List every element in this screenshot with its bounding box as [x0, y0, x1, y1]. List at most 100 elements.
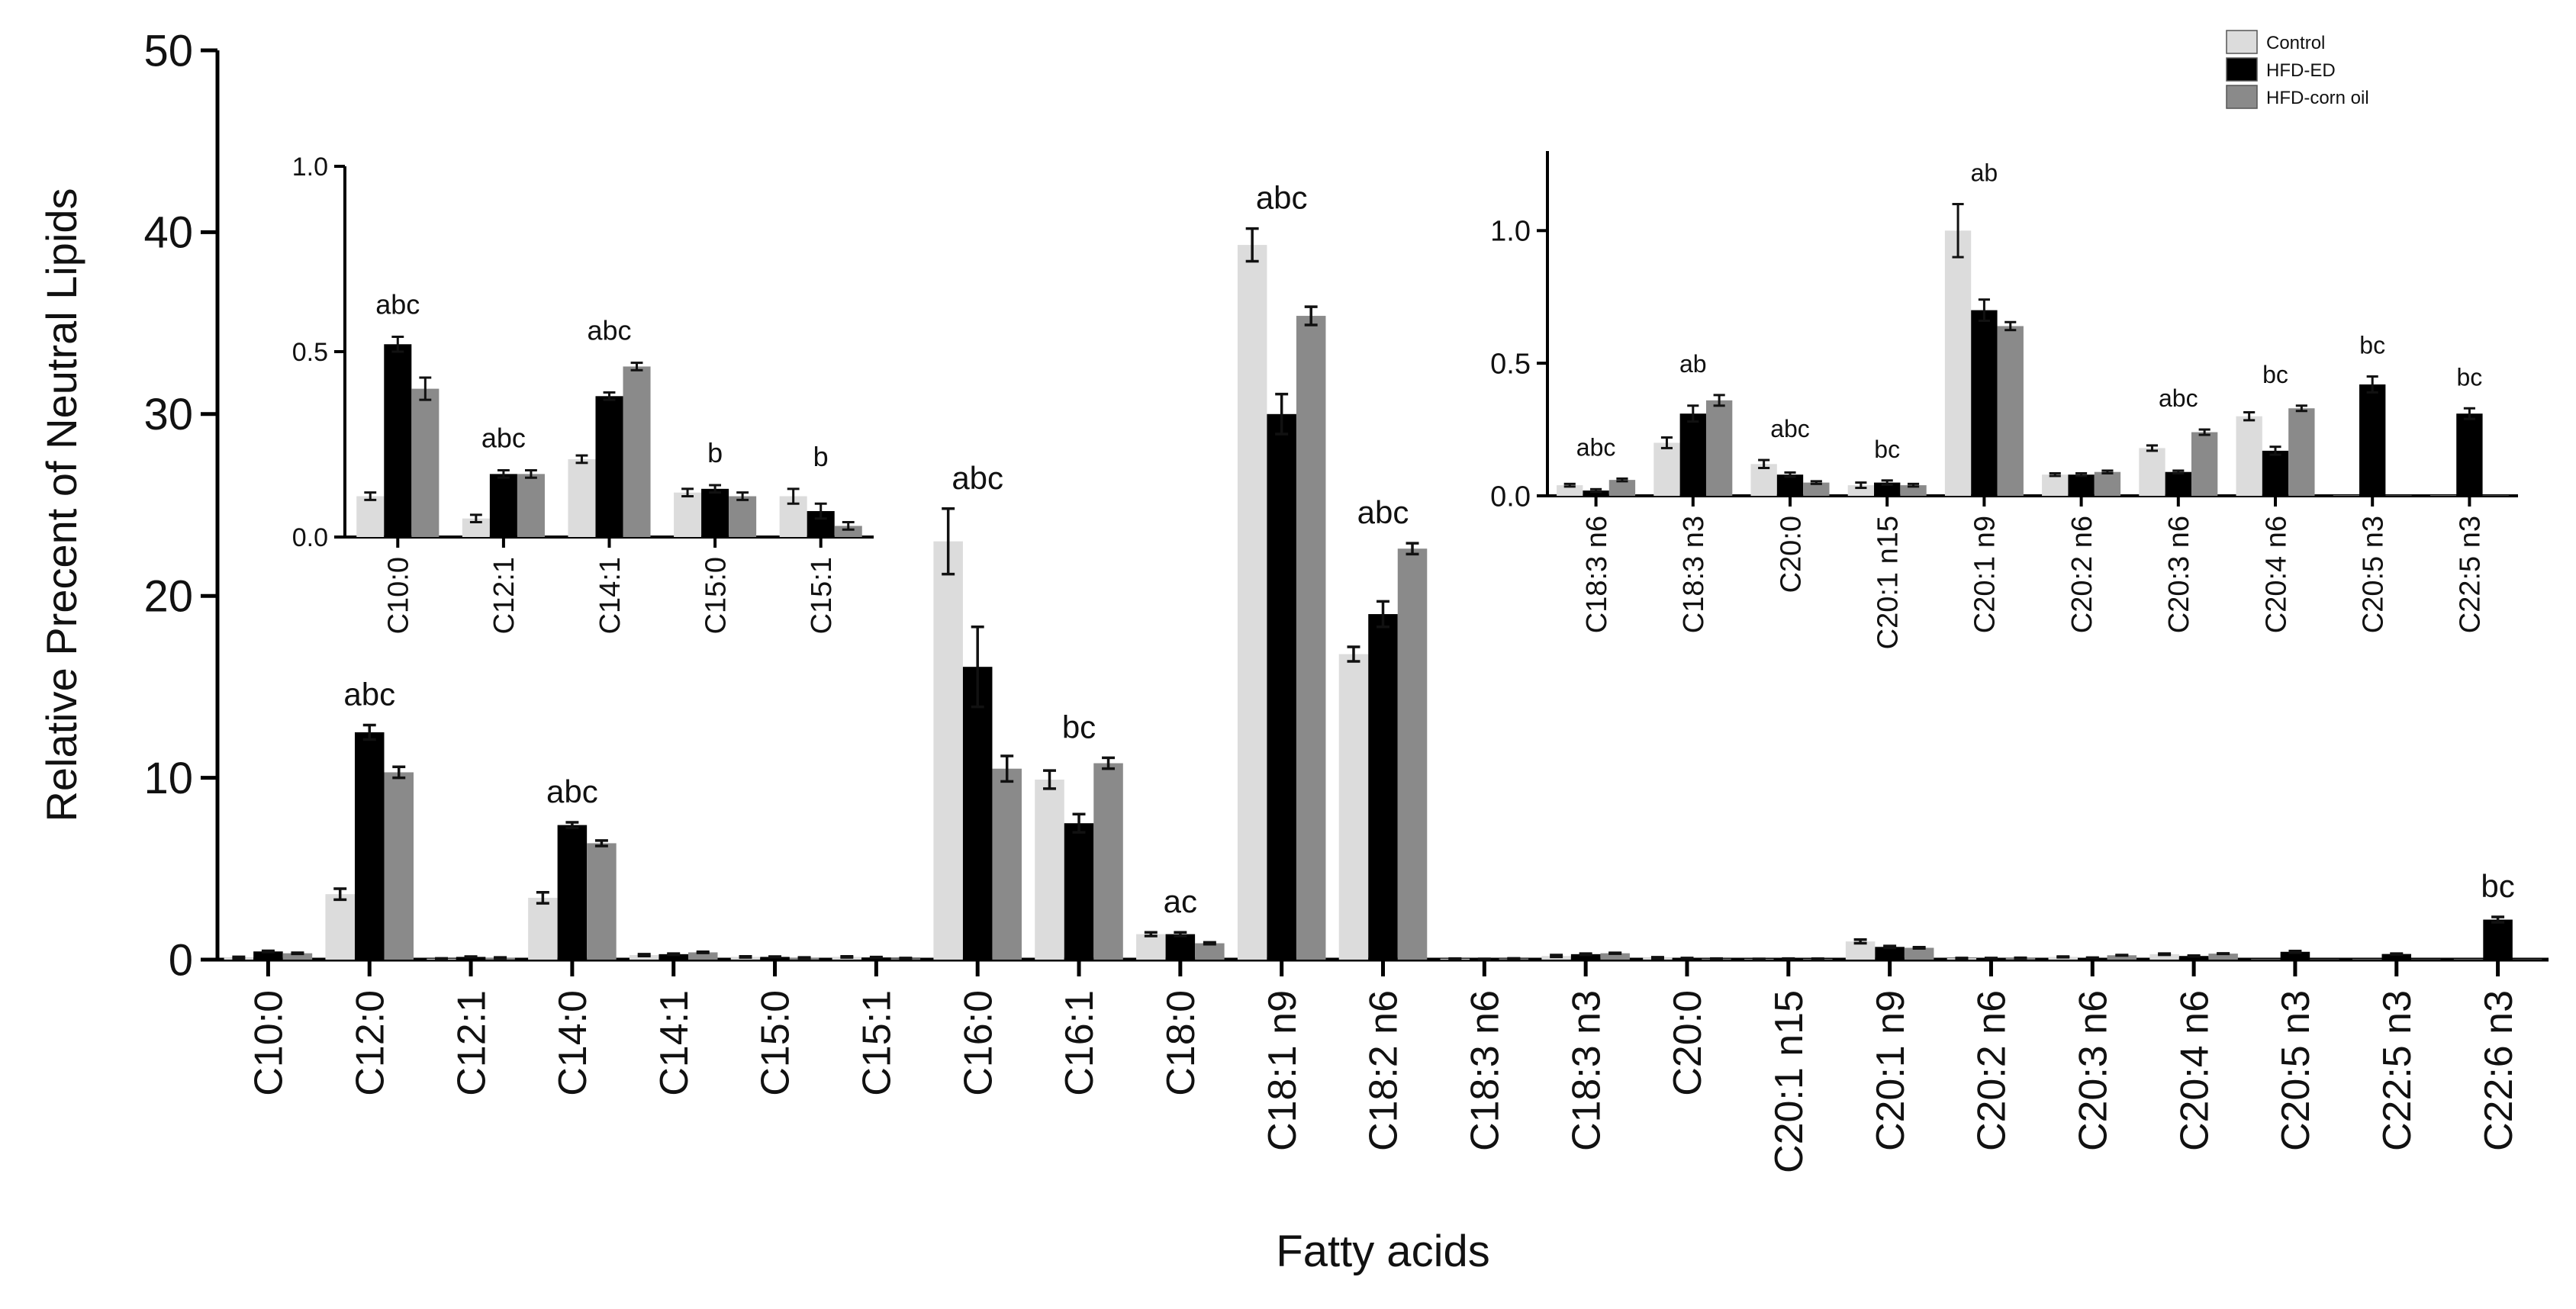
inset-right-significance-label: bc	[2359, 332, 2385, 359]
main-significance-label: ac	[1164, 883, 1197, 919]
inset-left-y-tick-label: 0.5	[292, 338, 328, 367]
main-significance-label: abc	[1256, 180, 1308, 216]
main-significance-label: abc	[546, 774, 598, 809]
inset-right-x-tick-label: C20:5 n3	[2358, 516, 2390, 633]
main-y-tick-label: 30	[143, 390, 193, 439]
inset-right-bar-control	[1944, 230, 1972, 496]
main-y-tick-label: 20	[143, 572, 193, 622]
main-bar-hfd-ed	[1064, 823, 1094, 960]
main-bar-hfd-ed	[1165, 934, 1196, 960]
main-bar-hfd-corn-oil	[2107, 955, 2137, 960]
inset-left-x-tick-label: C15:0	[700, 557, 732, 634]
inset-left-bar-hfd-corn-oil	[517, 474, 545, 537]
main-x-tick-label: C14:0	[551, 990, 595, 1096]
inset-right-y-tick-label: 0.5	[1490, 348, 1531, 380]
main-bar-hfd-corn-oil	[992, 768, 1022, 960]
inset-left-significance-label: abc	[375, 289, 420, 320]
main-bar-hfd-ed	[2280, 951, 2310, 960]
main-x-tick-label: C20:0	[1666, 990, 1710, 1096]
inset-left-bar-hfd-ed	[595, 396, 623, 537]
main-bar-hfd-corn-oil	[687, 952, 718, 960]
inset-left-significance-label: abc	[587, 315, 631, 346]
main-bar-hfd-ed	[2381, 954, 2412, 960]
main-x-tick-label: C14:1	[652, 990, 697, 1096]
main-bar-hfd-corn-oil	[1093, 763, 1123, 960]
main-x-tick-label: C15:1	[855, 990, 900, 1096]
inset-left-bar-hfd-corn-oil	[411, 388, 440, 537]
inset-left-y-tick-label: 1.0	[292, 153, 328, 182]
inset-right-bar-hfd-corn-oil	[2288, 408, 2315, 496]
inset-right-bar-hfd-corn-oil	[1803, 482, 1830, 496]
inset-right-bar-control	[1847, 485, 1875, 496]
main-x-tick-label: C20:1 n15	[1767, 990, 1811, 1173]
main-x-tick-label: C20:3 n6	[2071, 990, 2115, 1151]
inset-left-significance-label: b	[707, 437, 723, 468]
main-bar-hfd-ed	[962, 667, 993, 960]
inset-right-bar-control	[1750, 464, 1777, 496]
inset-right-bar-control	[2429, 495, 2457, 496]
inset-right-bar-hfd-corn-oil	[2094, 471, 2121, 496]
main-y-tick-label: 0	[169, 935, 193, 985]
inset-right-bar-hfd-corn-oil	[1705, 400, 1733, 496]
main-bar-hfd-corn-oil	[587, 843, 617, 960]
inset-right-bar-control	[2139, 448, 2165, 496]
main-x-tick-label: C16:0	[956, 990, 1000, 1096]
inset-right-bar-hfd-ed	[2068, 474, 2095, 496]
inset-right-bar-hfd-corn-oil	[2385, 495, 2412, 496]
inset-right-bar-hfd-ed	[2359, 384, 2386, 496]
inset-right-bar-hfd-ed	[1583, 490, 1609, 496]
inset-right-bar-control	[2333, 495, 2360, 496]
main-bar-hfd-ed	[658, 954, 688, 960]
inset-right-x-tick-label: C20:1 n9	[1969, 516, 2001, 633]
main-x-tick-label: C12:1	[449, 990, 494, 1096]
main-x-tick-label: C22:5 n3	[2375, 990, 2420, 1151]
inset-left-bar-hfd-corn-oil	[623, 366, 651, 537]
inset-right-x-tick-label: C22:5 n3	[2455, 516, 2487, 633]
inset-right-bar-hfd-ed	[1971, 310, 1998, 496]
main-x-tick-label: C22:6 n3	[2477, 990, 2521, 1151]
inset-right-x-tick-label: C18:3 n3	[1678, 516, 1710, 633]
inset-right-significance-label: abc	[1576, 433, 1616, 461]
inset-right-significance-label: bc	[1874, 436, 1900, 463]
main-bar-hfd-corn-oil	[282, 953, 313, 960]
main-x-axis-title: Fatty acids	[1276, 1227, 1489, 1276]
inset-left-bar-hfd-corn-oil	[729, 496, 757, 537]
main-bar-hfd-ed	[2178, 956, 2209, 960]
inset-right-bar-hfd-corn-oil	[2191, 432, 2218, 496]
main-x-tick-label: C20:5 n3	[2274, 990, 2318, 1151]
inset-left-y-tick-label: 0.0	[292, 523, 328, 552]
main-bar-control	[933, 541, 963, 960]
main-bar-control	[325, 894, 355, 960]
inset-right-x-tick-label: C20:0	[1775, 516, 1807, 593]
main-bar-hfd-ed	[354, 732, 385, 960]
inset-left-bar-hfd-corn-oil	[834, 526, 862, 537]
main-bar-control	[1035, 779, 1064, 960]
inset-right-x-tick-label: C20:4 n6	[2260, 516, 2292, 633]
main-x-tick-label: C20:2 n6	[1970, 990, 2014, 1151]
main-bar-control	[1845, 941, 1876, 960]
inset-left-x-tick-label: C15:1	[806, 557, 838, 634]
inset-left-x-tick-label: C12:1	[488, 557, 520, 634]
main-bar-hfd-ed	[2483, 919, 2513, 960]
inset-right-bar-control	[1653, 442, 1680, 496]
main-x-tick-label: C16:1	[1058, 990, 1102, 1096]
main-bar-hfd-ed	[1267, 413, 1296, 960]
main-x-tick-label: C18:1 n9	[1261, 990, 1305, 1151]
main-bar-hfd-corn-oil	[384, 772, 414, 960]
main-x-tick-label: C15:0	[754, 990, 798, 1096]
main-y-axis-title: Relative Precent of Neutral Lipids	[37, 188, 85, 822]
main-bar-hfd-ed	[1570, 954, 1601, 960]
inset-left-x-tick-label: C14:1	[594, 557, 626, 634]
inset-right-bar-control	[2236, 416, 2262, 496]
main-bar-control	[1338, 654, 1369, 960]
inset-right-significance-label: bc	[2457, 363, 2483, 391]
main-bar-control	[629, 955, 659, 960]
main-bar-hfd-ed	[1368, 614, 1398, 960]
main-bar-hfd-ed	[557, 825, 588, 960]
legend-label: HFD-corn oil	[2266, 88, 2369, 108]
inset-left-significance-label: b	[813, 441, 829, 472]
main-bar-hfd-corn-oil	[1600, 953, 1630, 960]
inset-right-bar-control	[1557, 485, 1583, 496]
main-x-tick-label: C18:3 n3	[1564, 990, 1608, 1151]
